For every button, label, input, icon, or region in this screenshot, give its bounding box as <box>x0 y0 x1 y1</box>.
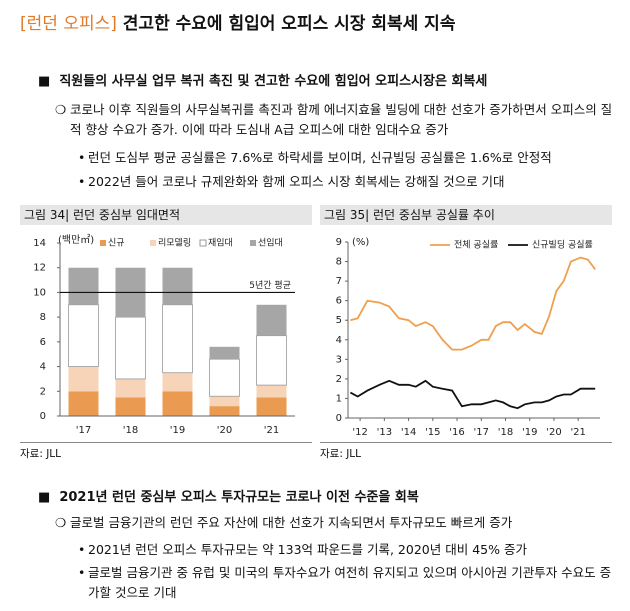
legend-swatch <box>150 240 156 246</box>
x-tick-label: '18 <box>123 425 138 436</box>
x-tick-label: '13 <box>377 427 392 438</box>
sub-text: 런던 도심부 평균 공실률은 7.6%로 하락세를 보이며, 신규빌딩 공실률은… <box>88 150 552 165</box>
x-tick-label: '14 <box>401 427 416 438</box>
x-tick-label: '15 <box>425 427 440 438</box>
legend-label: 리모델링 <box>158 237 191 249</box>
y-tick-label: 2 <box>40 386 46 397</box>
source: 자료: JLL <box>20 442 312 461</box>
legend-label: 전체 공실률 <box>454 240 498 251</box>
y-tick-label: 5 <box>336 315 342 326</box>
bar-segment <box>209 406 240 416</box>
y-tick-label: 4 <box>40 362 46 373</box>
bar-segment <box>115 316 146 380</box>
chart: 0 2 4 6 8 10 12 14 (백만㎡) 신규 리모델링 재임대 선임대 '17 '18 '19 '20… <box>33 234 295 436</box>
sub-text: 글로벌 금융기관 중 유럽 및 미국의 투자수요가 여전히 유지되고 있으며 아… <box>88 565 612 600</box>
y-tick-label: 4 <box>336 335 342 346</box>
x-tick-label: '17 <box>474 427 489 438</box>
section-heading: ■ 2021년 런던 중심부 오피스 투자규모는 코로나 이전 수준을 회복 <box>38 490 419 505</box>
bar-segment <box>256 385 287 398</box>
x-tick-label: '16 <box>449 427 464 438</box>
x-tick-label: '20 <box>546 427 561 438</box>
header-title: 견고한 수요에 힘입어 오피스 시장 회복세 지속 <box>122 14 456 34</box>
x-tick-label: '21 <box>264 425 279 436</box>
bar-segment <box>68 267 99 305</box>
reference-label: 5년간 평균 <box>249 280 291 291</box>
bar-segment <box>115 397 146 416</box>
bar-segment <box>162 267 193 305</box>
bar-segment <box>115 378 146 398</box>
x-tick-label: '18 <box>498 427 513 438</box>
y-axis-unit: (%) <box>352 237 369 248</box>
bullet: ❍ 코로나 이후 직원들의 사무실복귀를 촉진과 함께 에너지효율 빌딩에 대한 … <box>55 100 615 140</box>
x-tick-label: '12 <box>352 427 367 438</box>
y-tick-label: 1 <box>336 393 342 404</box>
bar-segment <box>256 304 287 336</box>
x-tick-label: '19 <box>170 425 185 436</box>
bar-segment <box>68 366 99 392</box>
legend-label: 신규 <box>108 238 125 249</box>
x-tick-label: '17 <box>76 425 91 436</box>
line-series <box>349 379 596 410</box>
sub-bullet: • 글로벌 금융기관 중 유럽 및 미국의 투자수요가 여전히 유지되고 있으며 … <box>78 563 618 603</box>
header: [런던 오피스] 견고한 수요에 힘입어 오피스 시장 회복세 지속 <box>20 9 455 34</box>
sub-text: 2021년 런던 오피스 투자규모는 약 133억 파운드를 기록, 2020년… <box>88 542 527 557</box>
heading-text: 2021년 런던 중심부 오피스 투자규모는 코로나 이전 수준을 회복 <box>59 490 419 505</box>
legend-swatch <box>199 239 207 247</box>
y-tick-label: 6 <box>40 337 46 348</box>
y-tick-label: 9 <box>336 237 342 248</box>
legend-swatch <box>100 240 106 246</box>
y-axis-unit: (백만㎡) <box>58 234 94 246</box>
y-tick-label: 0 <box>336 413 342 424</box>
y-tick-label: 12 <box>33 263 46 274</box>
y-tick-label: 2 <box>336 374 342 385</box>
bar-segment <box>162 391 193 416</box>
bar-segment <box>162 372 193 392</box>
x-tick-label: '21 <box>570 427 585 438</box>
bullet-text: 글로벌 금융기관의 런던 주요 자산에 대한 선호가 지속되면서 투자규모도 빠… <box>70 515 513 530</box>
chart: 0 1 2 3 4 5 6 7 8 9 (%) '12 '13 '14 '15 '16 '17 '18 '19 '20… <box>336 237 600 438</box>
x-tick-label: '20 <box>217 425 232 436</box>
bar-segment <box>209 396 240 407</box>
bar-segment <box>256 335 287 386</box>
heading-text: 직원들의 사무실 업무 복귀 촉진 및 견고한 수요에 힘입어 오피스시장은 회… <box>59 74 488 89</box>
y-tick-label: 7 <box>336 276 342 287</box>
source: 자료: JLL <box>320 442 612 461</box>
section-heading: ■ 직원들의 사무실 업무 복귀 촉진 및 견고한 수요에 힘입어 오피스시장은… <box>38 74 488 89</box>
bar-segment <box>209 346 240 360</box>
sub-bullet: • 2022년 들어 코로나 규제완화와 함께 오피스 시장 회복세는 강해질 것… <box>78 172 618 192</box>
header-tag: [런던 오피스] <box>20 14 117 34</box>
y-tick-label: 10 <box>33 287 46 298</box>
legend-swatch <box>250 240 256 246</box>
y-tick-label: 3 <box>336 354 342 365</box>
legend-label: 신규빌딩 공실률 <box>532 240 593 251</box>
bar-segment <box>68 391 99 416</box>
bar-segment <box>68 304 99 367</box>
y-tick-label: 8 <box>40 312 46 323</box>
figure-title: 그림 35| 런던 중심부 공실률 추이 <box>320 205 612 225</box>
legend-label: 선임대 <box>258 237 283 249</box>
sub-text: 2022년 들어 코로나 규제완화와 함께 오피스 시장 회복세는 강해질 것으… <box>88 174 505 189</box>
sub-bullet: • 2021년 런던 오피스 투자규모는 약 133억 파운드를 기록, 2020… <box>78 540 618 560</box>
bullet: ❍ 글로벌 금융기관의 런던 주요 자산에 대한 선호가 지속되면서 투자규모도 … <box>55 513 615 533</box>
figure-title: 그림 34| 런던 중심부 임대면적 <box>20 205 312 225</box>
y-tick-label: 0 <box>40 411 46 422</box>
y-tick-label: 8 <box>336 257 342 268</box>
x-tick-label: '19 <box>522 427 537 438</box>
legend-label: 재임대 <box>208 237 233 249</box>
y-tick-label: 14 <box>33 238 46 249</box>
line-series <box>350 256 596 351</box>
bar-segment <box>256 397 287 416</box>
bullet-text: 코로나 이후 직원들의 사무실복귀를 촉진과 함께 에너지효율 빌딩에 대한 선… <box>70 102 613 137</box>
bar-segment <box>209 358 240 397</box>
sub-bullet: • 런던 도심부 평균 공실률은 7.6%로 하락세를 보이며, 신규빌딩 공실률… <box>78 148 618 168</box>
y-tick-label: 6 <box>336 296 342 307</box>
bar-segment <box>162 304 193 374</box>
